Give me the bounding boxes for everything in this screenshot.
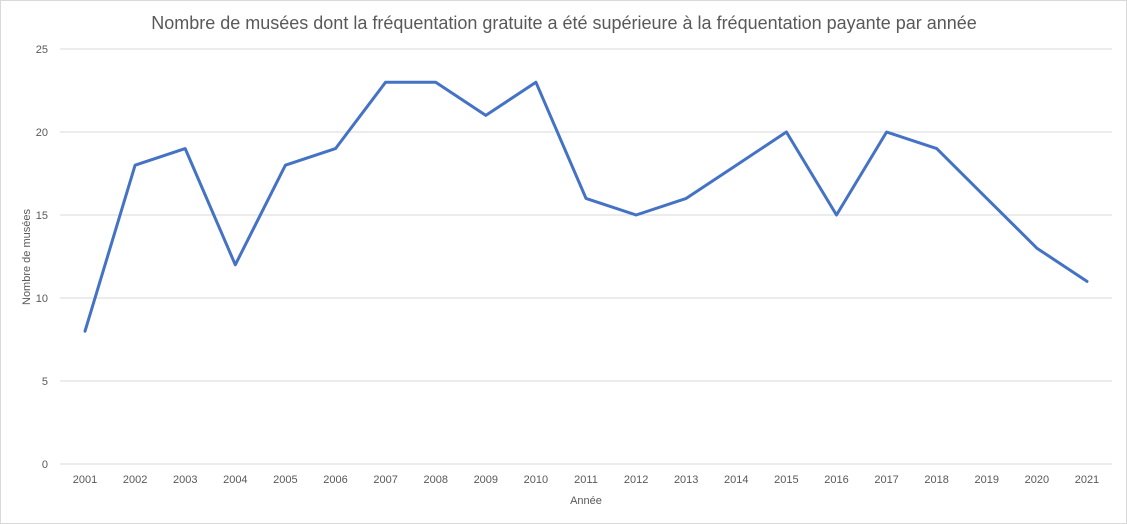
y-tick-label: 25 (36, 44, 48, 56)
y-axis-label: Nombre de musées (21, 209, 33, 305)
x-tick-label: 2018 (924, 474, 948, 486)
x-tick-label: 2010 (524, 474, 548, 486)
x-tick-label: 2003 (173, 474, 197, 486)
x-tick-label: 2012 (624, 474, 648, 486)
x-tick-label: 2015 (774, 474, 798, 486)
x-tick-label: 2021 (1075, 474, 1099, 486)
x-tick-label: 2002 (123, 474, 147, 486)
series-line-0 (83, 80, 1089, 333)
x-tick-label: 2008 (423, 474, 447, 486)
x-tick-label: 2020 (1025, 474, 1049, 486)
x-tick-label: 2013 (674, 474, 698, 486)
y-tick-label: 5 (42, 376, 48, 388)
gridlines (60, 48, 1112, 465)
x-tick-label: 2014 (724, 474, 748, 486)
x-tick-label: 2001 (73, 474, 97, 486)
y-tick-label: 0 (42, 459, 48, 471)
y-axis-ticks: 0 5 10 15 20 25 (36, 44, 48, 471)
x-tick-label: 2006 (323, 474, 347, 486)
x-tick-label: 2004 (223, 474, 247, 486)
series-layer (83, 80, 1089, 333)
y-tick-label: 15 (36, 210, 48, 222)
x-tick-label: 2009 (474, 474, 498, 486)
x-tick-label: 2019 (975, 474, 999, 486)
x-axis-ticks: 2001 2002 2003 2004 2005 2006 2007 2008 2009 2010… (73, 474, 1099, 486)
x-axis-label: Année (570, 495, 602, 507)
chart-title: Nombre de musées dont la fréquentation g… (151, 13, 977, 33)
y-tick-label: 10 (36, 293, 48, 305)
x-tick-label: 2017 (874, 474, 898, 486)
x-tick-label: 2011 (574, 474, 598, 486)
x-tick-label: 2007 (373, 474, 397, 486)
x-tick-label: 2005 (273, 474, 297, 486)
y-tick-label: 20 (36, 127, 48, 139)
x-tick-label: 2016 (824, 474, 848, 486)
